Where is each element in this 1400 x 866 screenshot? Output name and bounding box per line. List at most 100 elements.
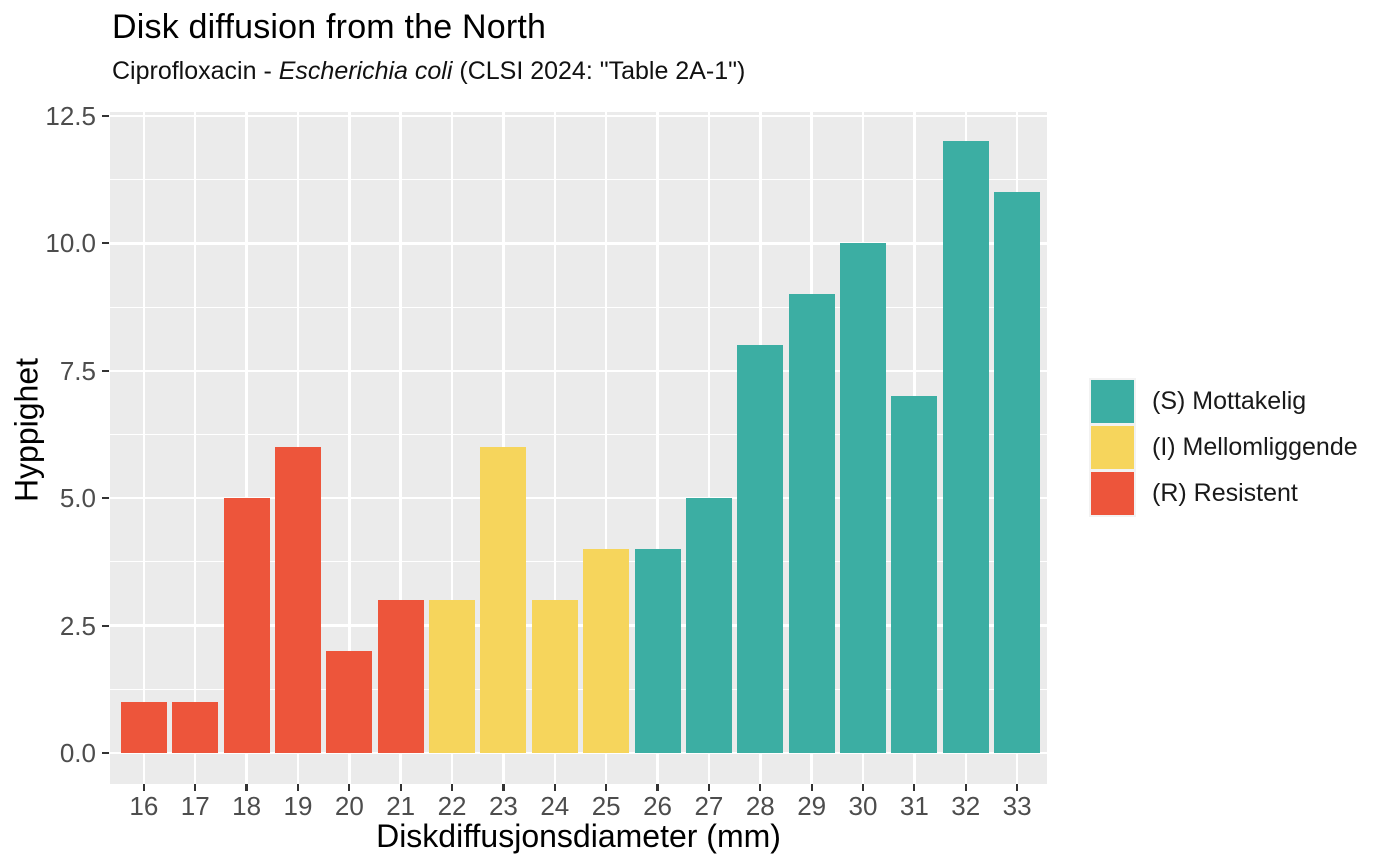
- x-tick-mark: [861, 784, 865, 791]
- x-tick-label: 17: [180, 791, 210, 821]
- x-tick-mark: [296, 784, 300, 791]
- gridline-major: [110, 369, 1047, 372]
- x-tick-label: 31: [899, 791, 929, 821]
- gridline-vertical: [707, 112, 711, 784]
- gridline-minor: [110, 179, 1047, 181]
- x-tick-mark: [450, 784, 454, 791]
- x-tick-mark: [810, 784, 813, 791]
- histogram-bar-19: [274, 447, 321, 753]
- x-tick-mark: [348, 784, 351, 791]
- legend-item-resistant: (R) Resistent: [1091, 470, 1358, 516]
- x-tick-mark: [399, 784, 402, 791]
- x-tick-label: 33: [1002, 791, 1032, 821]
- histogram-bar-22: [429, 600, 476, 753]
- subtitle-antibiotic: Ciprofloxacin -: [112, 57, 279, 85]
- histogram-bar-20: [326, 651, 373, 753]
- histogram-bar-31: [891, 396, 938, 753]
- x-tick-mark: [1016, 784, 1019, 791]
- x-tick-mark: [194, 784, 197, 791]
- histogram-bar-24: [531, 600, 578, 753]
- y-tick-label: 2.5: [59, 610, 96, 641]
- histogram-bar-33: [994, 192, 1041, 753]
- gridline-minor: [110, 561, 1047, 563]
- x-tick-mark: [245, 784, 248, 791]
- legend-label: (I) Mellomliggende: [1152, 432, 1358, 461]
- x-tick-mark: [502, 784, 505, 791]
- chart-title: Disk diffusion from the North: [112, 8, 547, 46]
- histogram-bar-28: [737, 345, 784, 753]
- x-tick-mark: [759, 784, 762, 791]
- y-tick-mark: [102, 114, 109, 118]
- y-tick-mark: [102, 242, 109, 245]
- y-tick-mark: [102, 624, 109, 627]
- x-tick-label: 20: [334, 791, 364, 821]
- x-tick-mark: [707, 784, 710, 791]
- x-tick-mark: [913, 784, 916, 791]
- histogram-bar-18: [223, 498, 270, 753]
- gridline-vertical: [245, 112, 248, 784]
- gridline-major: [110, 624, 1047, 627]
- y-tick-label: 12.5: [45, 101, 96, 131]
- gridline-vertical: [399, 112, 402, 784]
- gridline-vertical: [348, 112, 351, 784]
- x-tick-mark: [656, 784, 659, 791]
- x-tick-label: 30: [848, 791, 878, 821]
- plot-panel: [110, 112, 1047, 784]
- subtitle-guideline: (CLSI 2024: "Table 2A-1"): [452, 57, 746, 85]
- y-tick-mark: [102, 751, 109, 755]
- gridline-vertical: [142, 112, 146, 784]
- resistant-swatch-icon: [1091, 471, 1134, 515]
- legend-item-susceptible: (S) Mottakelig: [1091, 378, 1358, 424]
- x-tick-label: 32: [951, 791, 981, 821]
- x-tick-label: 18: [232, 791, 262, 821]
- gridline-vertical: [553, 112, 557, 784]
- histogram-bar-26: [634, 549, 681, 753]
- gridline-vertical: [193, 112, 197, 784]
- histogram-bar-16: [120, 702, 167, 753]
- legend: (S) Mottakelig (I) Mellomliggende (R) Re…: [1091, 378, 1358, 516]
- subtitle-organism: Escherichia coli: [278, 57, 453, 85]
- histogram-bar-17: [172, 702, 219, 753]
- gridline-minor: [110, 433, 1047, 436]
- x-tick-label: 22: [437, 791, 467, 821]
- y-tick-label: 0.0: [59, 738, 96, 768]
- x-tick-label: 24: [540, 791, 570, 821]
- x-tick-label: 25: [591, 791, 621, 821]
- x-axis-title: Diskdiffusjonsdiameter (mm): [376, 818, 781, 854]
- x-tick-label: 28: [745, 791, 775, 821]
- y-tick-label: 10.0: [45, 228, 96, 259]
- x-tick-label: 19: [283, 791, 313, 821]
- gridline-major: [110, 751, 1047, 755]
- histogram-bar-21: [377, 600, 424, 753]
- gridline-vertical: [656, 112, 659, 784]
- histogram-bar-32: [942, 141, 989, 753]
- x-tick-mark: [605, 784, 608, 791]
- gridline-minor: [110, 688, 1047, 690]
- y-tick-mark: [102, 369, 109, 372]
- susceptible-swatch-icon: [1091, 379, 1134, 423]
- histogram-bar-23: [480, 447, 527, 753]
- legend-label: (R) Resistent: [1152, 478, 1298, 507]
- gridline-major: [110, 242, 1047, 245]
- x-tick-mark: [964, 784, 967, 791]
- chart-subtitle: Ciprofloxacin - Escherichia coli (CLSI 2…: [112, 57, 745, 86]
- x-tick-label: 21: [386, 791, 416, 821]
- gridline-minor: [110, 306, 1047, 308]
- y-tick-label: 7.5: [59, 355, 96, 386]
- y-tick-label: 5.0: [59, 483, 96, 514]
- x-tick-label: 27: [694, 791, 724, 821]
- gridline-major: [110, 497, 1047, 500]
- intermediate-swatch-icon: [1091, 425, 1134, 469]
- histogram-bar-30: [840, 243, 887, 753]
- y-tick-mark: [102, 497, 109, 500]
- x-tick-label: 29: [797, 791, 827, 821]
- legend-item-intermediate: (I) Mellomliggende: [1091, 424, 1358, 470]
- x-tick-label: 26: [643, 791, 672, 821]
- histogram-bar-25: [583, 549, 630, 753]
- gridline-vertical: [450, 112, 454, 784]
- gridline-major: [110, 114, 1047, 118]
- x-tick-mark: [553, 784, 556, 791]
- x-tick-label: 16: [129, 791, 159, 821]
- x-tick-label: 23: [488, 791, 518, 821]
